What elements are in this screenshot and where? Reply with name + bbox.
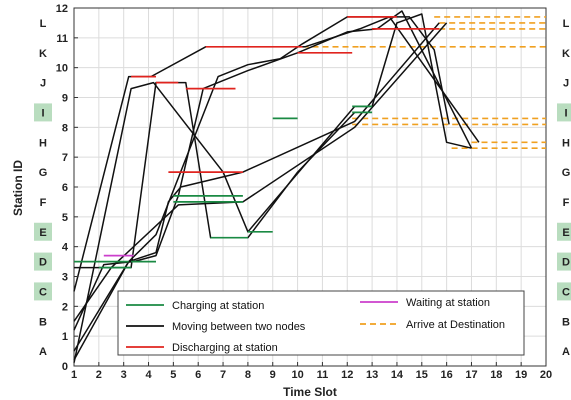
x-tick-label: 11 (317, 369, 329, 381)
axis-ticks: 1 2 3 4 5 6 7 8 9 10 11 12 13 14 15 16 17 18 19 20012345678… (56, 3, 552, 381)
y-tick-label: 9 (62, 93, 68, 105)
x-tick-label: 2 (96, 369, 102, 381)
legend-label-discharging: Discharging at station (172, 342, 278, 354)
station-label-left: D (39, 257, 47, 269)
legend-label-moving: Moving between two nodes (172, 321, 306, 333)
y-tick-label: 10 (56, 63, 68, 75)
y-tick-label: 4 (62, 242, 69, 254)
x-tick-label: 8 (245, 369, 251, 381)
station-highlight-right (557, 103, 571, 122)
station-label-right: E (562, 227, 569, 239)
station-highlight-right (557, 222, 571, 241)
station-label-right: C (562, 286, 570, 298)
x-tick-label: 10 (291, 369, 303, 381)
x-tick-label: 17 (465, 369, 477, 381)
station-label-right: D (562, 257, 570, 269)
station-label-left: A (39, 346, 47, 358)
station-highlight-left (34, 282, 52, 301)
x-tick-label: 1 (71, 369, 77, 381)
station-label-right: L (563, 18, 570, 30)
station-label-left: E (39, 227, 46, 239)
legend-box (117, 290, 525, 356)
x-tick-label: 16 (441, 369, 453, 381)
station-label-right: J (563, 78, 569, 90)
y-tick-label: 8 (62, 122, 68, 134)
station-label-right: I (564, 107, 567, 119)
station-label-left: F (40, 197, 47, 209)
y-tick-label: 11 (56, 33, 68, 45)
y-tick-label: 2 (62, 301, 68, 313)
station-labels: L L K K J J I I H H G G F F E E D D C C B B A A (34, 18, 571, 358)
x-tick-label: 15 (416, 369, 428, 381)
station-highlight-left (34, 103, 52, 122)
station-label-left: G (39, 167, 48, 179)
legend-label-arrive: Arrive at Destination (406, 319, 505, 331)
station-label-right: B (562, 316, 570, 328)
x-tick-label: 13 (366, 369, 378, 381)
station-label-right: A (562, 346, 570, 358)
moving-series-line (73, 22, 440, 352)
x-tick-label: 7 (220, 369, 226, 381)
y-tick-label: 3 (62, 272, 68, 284)
station-label-left: L (40, 18, 47, 30)
x-tick-label: 4 (145, 369, 152, 381)
station-label-right: F (563, 197, 570, 209)
y-tick-label: 7 (62, 152, 68, 164)
legend-label-waiting: Waiting at station (406, 297, 490, 309)
x-tick-label: 6 (195, 369, 201, 381)
station-label-right: G (562, 167, 571, 179)
y-tick-label: 12 (56, 3, 68, 15)
x-tick-label: 3 (121, 369, 127, 381)
station-label-left: H (39, 137, 47, 149)
legend: Charging at station Moving between two no… (117, 290, 525, 356)
y-axis-title: Station ID (11, 160, 25, 216)
series-lines (73, 10, 546, 364)
moving-series-line (73, 16, 450, 361)
y-tick-label: 1 (62, 331, 68, 343)
station-highlight-right (557, 282, 571, 301)
station-label-right: H (562, 137, 570, 149)
station-label-left: K (39, 48, 47, 60)
x-tick-label: 19 (515, 369, 527, 381)
station-highlight-left (34, 252, 52, 271)
station-label-left: I (41, 107, 44, 119)
station-highlight-left (34, 222, 52, 241)
y-tick-label: 5 (62, 212, 68, 224)
legend-label-charging: Charging at station (172, 300, 264, 312)
station-label-left: J (40, 78, 46, 90)
x-tick-label: 5 (170, 369, 176, 381)
station-highlight-right (557, 252, 571, 271)
x-tick-label: 12 (341, 369, 353, 381)
x-tick-label: 14 (391, 369, 404, 381)
station-label-left: B (39, 316, 47, 328)
x-axis-title: Time Slot (283, 385, 337, 399)
station-label-right: K (562, 48, 570, 60)
x-tick-label: 20 (540, 369, 552, 381)
station-label-left: C (39, 286, 47, 298)
x-tick-label: 9 (270, 369, 276, 381)
y-tick-label: 0 (62, 361, 68, 373)
y-tick-label: 6 (62, 182, 68, 194)
x-tick-label: 18 (490, 369, 502, 381)
moving-series-line (73, 22, 448, 322)
